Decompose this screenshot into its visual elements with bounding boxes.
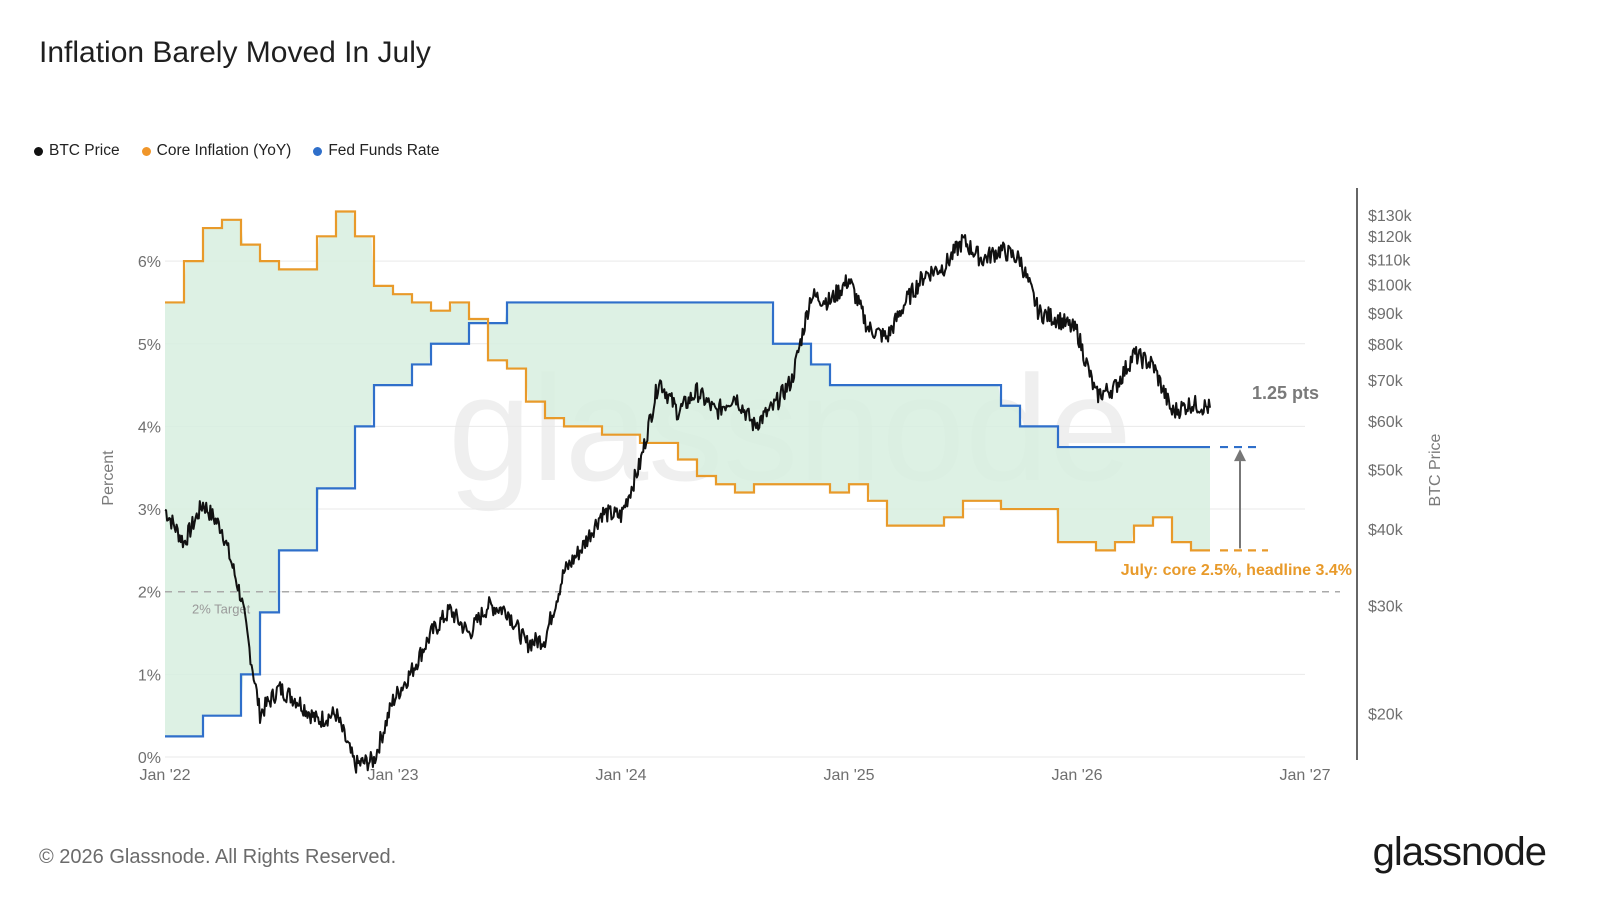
x-tick-label: Jan '24 (595, 767, 646, 784)
chart-title: Inflation Barely Moved In July (39, 36, 431, 69)
legend-item-btc[interactable]: BTC Price (34, 142, 120, 160)
x-tick-label: Jan '23 (367, 767, 418, 784)
y-right-tick-label: $90k (1368, 306, 1404, 323)
legend-label-btc: BTC Price (49, 142, 120, 159)
y-right-tick-label: $100k (1368, 278, 1413, 295)
target-label: 2% Target (192, 602, 251, 617)
y-right-tick-label: $130k (1368, 208, 1413, 225)
y-right-tick-label: $70k (1368, 373, 1404, 390)
y-left-tick-label: 6% (138, 254, 161, 271)
legend-dot-core (141, 146, 151, 156)
legend-dot-btc (34, 146, 43, 156)
gap-label: 1.25 pts (1252, 383, 1319, 403)
y-left-tick-label: 0% (138, 750, 161, 767)
legend-item-fed[interactable]: Fed Funds Rate (313, 142, 439, 160)
legend-item-core[interactable]: Core Inflation (YoY) (141, 142, 292, 160)
legend-dot-fed (313, 146, 323, 156)
y-right-tick-label: $50k (1368, 462, 1404, 479)
legend-label-fed: Fed Funds Rate (328, 142, 440, 159)
x-tick-label: Jan '26 (1051, 767, 1102, 784)
x-tick-label: Jan '25 (823, 767, 874, 784)
copyright-footer: © 2026 Glassnode. All Rights Reserved. (39, 846, 397, 868)
series-line-core-inflation (165, 210, 1210, 552)
glassnode-logo: glassnode (1372, 830, 1547, 874)
x-tick-label: Jan '22 (139, 767, 190, 784)
y-right-tick-label: $30k (1368, 599, 1404, 616)
gap-fill-area (165, 211, 1210, 737)
y-left-tick-label: 4% (138, 419, 161, 436)
legend-label-core: Core Inflation (YoY) (156, 142, 292, 159)
july-annotation: July: core 2.5%, headline 3.4% (1121, 562, 1352, 579)
gap-arrow-head (1234, 449, 1246, 462)
y-left-tick-label: 1% (138, 667, 161, 684)
y-right-tick-label: $40k (1368, 522, 1404, 539)
y-right-tick-label: $120k (1368, 229, 1413, 246)
y-left-axis-title: Percent (100, 450, 117, 506)
legend: BTC Price Core Inflation (YoY) Fed Funds… (34, 142, 439, 160)
y-right-tick-label: $110k (1368, 252, 1411, 269)
y-right-tick-label: $20k (1368, 707, 1404, 724)
y-left-tick-label: 5% (138, 337, 161, 354)
series-line-fed-funds-rate (165, 301, 1210, 738)
y-left-tick-label: 3% (138, 502, 161, 519)
y-left-tick-label: 2% (138, 585, 161, 602)
y-right-tick-label: $80k (1368, 337, 1404, 354)
x-tick-label: Jan '27 (1279, 767, 1330, 784)
y-right-axis-title: BTC Price (1427, 433, 1444, 506)
series-line-btc-price (164, 234, 1211, 774)
y-right-tick-label: $60k (1368, 414, 1404, 431)
